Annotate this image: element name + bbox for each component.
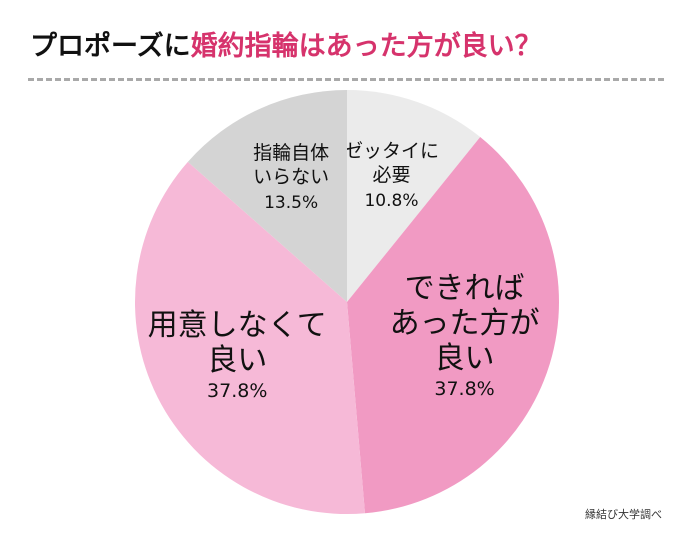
pie-slice-must (347, 90, 481, 302)
source-note: 縁結び大学調べ (585, 508, 662, 521)
slice-label-line: 必要 (372, 164, 410, 186)
slice-label-line: できれば (405, 271, 525, 306)
slice-label-line: あった方が (390, 306, 540, 341)
slice-label-line: 良い (207, 343, 267, 378)
slice-label-line: 用意しなくて (148, 308, 327, 343)
slice-label-line: いらない (253, 166, 329, 188)
slice-value-label: 37.8% (207, 380, 267, 402)
title-accent: 婚約指輪はあった方が良い？ (190, 31, 542, 62)
slice-value-label: 10.8% (364, 191, 418, 211)
pie-slice-not-needed (134, 161, 365, 515)
pie-slice-preferable (347, 137, 559, 514)
slice-label-line: ゼッタイに (344, 140, 439, 162)
title-divider (28, 78, 664, 81)
chart-title: プロポーズに婚約指輪はあった方が良い？ (30, 24, 542, 63)
pie-slice-no-ring (187, 90, 347, 302)
slice-value-label: 37.8% (434, 378, 494, 400)
slice-label-line: 良い (435, 341, 495, 376)
slice-label-line: 指輪自体 (253, 142, 329, 164)
slice-value-label: 13.5% (264, 193, 318, 213)
title-prefix: プロポーズに (30, 31, 191, 62)
